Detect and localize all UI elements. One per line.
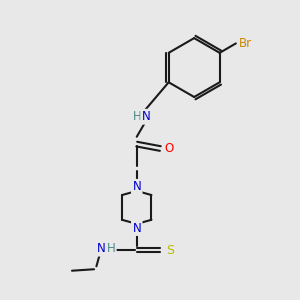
Text: Br: Br (239, 37, 252, 50)
Text: O: O (164, 142, 174, 155)
Text: S: S (167, 244, 175, 256)
Text: N: N (132, 180, 141, 193)
Text: N: N (142, 110, 151, 123)
Text: N: N (132, 221, 141, 235)
Text: H: H (132, 110, 141, 123)
Text: H: H (106, 242, 115, 255)
Text: N: N (97, 242, 106, 255)
